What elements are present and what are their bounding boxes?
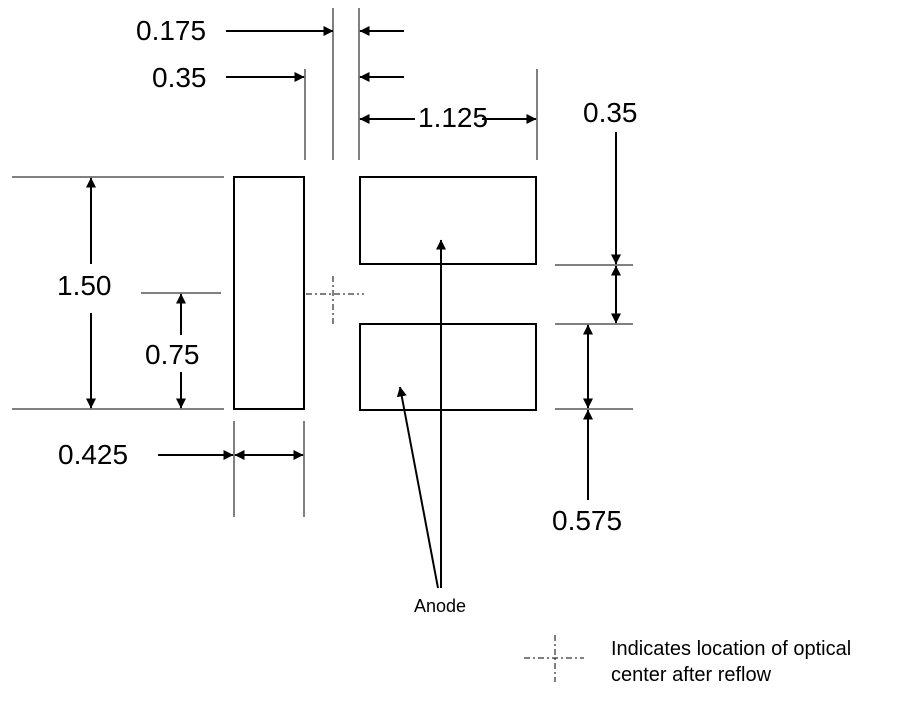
anode-callout xyxy=(396,239,446,589)
dim-label-anode-gap: 0.35 xyxy=(583,97,638,128)
dim-label-cathode-width: 0.425 xyxy=(58,439,128,470)
legend-text-line2: center after reflow xyxy=(611,664,772,686)
cathode-pad xyxy=(233,176,305,410)
legend-text-line1: Indicates location of optical xyxy=(611,638,851,660)
dim-label-anode-height: 0.575 xyxy=(552,505,622,536)
anode-label: Anode xyxy=(414,596,466,616)
dim-label-overall-height: 1.50 xyxy=(57,270,112,301)
dim-label-gap: 0.35 xyxy=(152,62,207,93)
legend-optical-center-symbol xyxy=(524,635,584,682)
anode-pad-top xyxy=(359,176,537,265)
dim-label-pad-length: 1.125 xyxy=(418,102,488,133)
optical-center-marker xyxy=(306,276,364,326)
dim-label-half-height: 0.75 xyxy=(145,339,200,370)
anode-pad-bottom xyxy=(359,323,537,411)
dim-label-gap-half: 0.175 xyxy=(136,15,206,46)
